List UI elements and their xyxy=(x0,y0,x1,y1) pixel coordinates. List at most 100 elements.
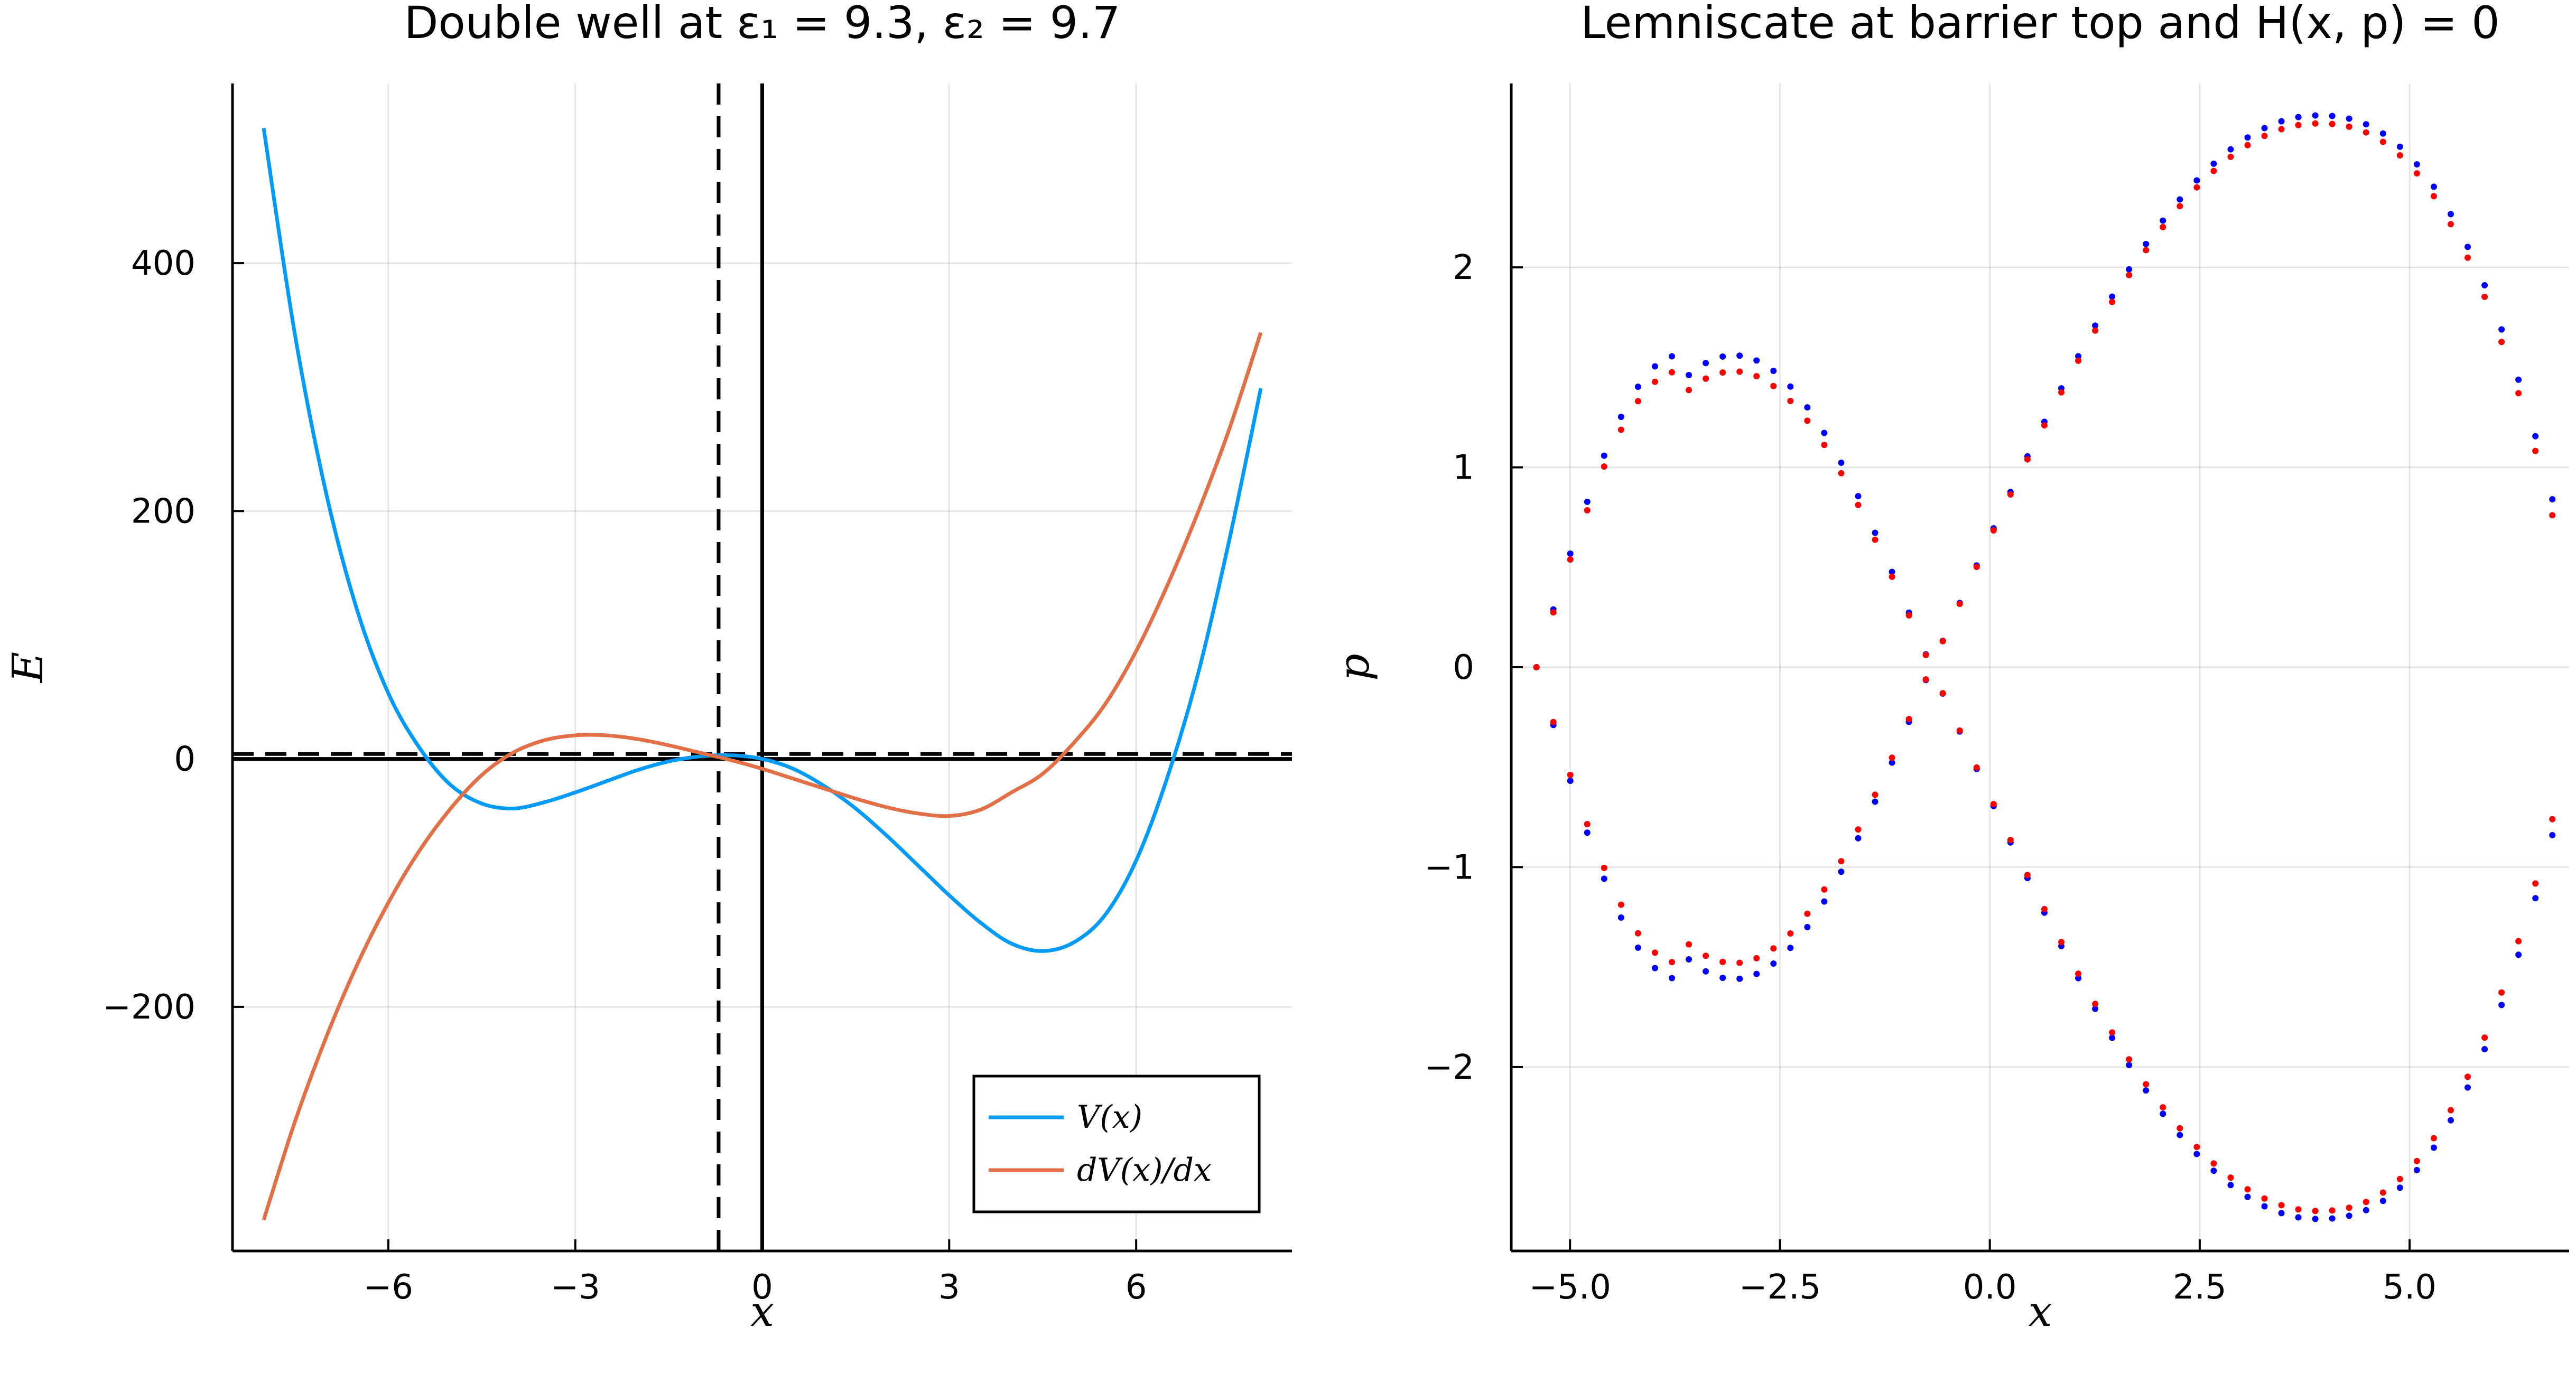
scatter-point-red xyxy=(2024,872,2031,879)
scatter-point-blue xyxy=(1651,965,1658,972)
y-axis-label: p xyxy=(1329,653,1379,680)
scatter-point-red xyxy=(2041,905,2048,912)
scatter-point-red xyxy=(1905,612,1912,619)
scatter-point-red xyxy=(1770,382,1777,389)
scatter-point-red xyxy=(1973,564,1980,571)
scatter-point-blue xyxy=(1634,944,1641,951)
y-tick-label: 400 xyxy=(131,244,196,283)
scatter-point-blue xyxy=(2210,160,2217,167)
scatter-point-blue xyxy=(2109,1034,2116,1041)
scatter-point-red xyxy=(1736,368,1743,375)
scatter-point-red xyxy=(2363,1199,2369,1206)
scatter-point-red xyxy=(2007,491,2014,498)
scatter-point-blue xyxy=(2396,143,2403,150)
scatter-point-red xyxy=(1872,536,1878,543)
scatter-point-red xyxy=(1669,369,1676,376)
scatter-point-blue xyxy=(2092,1005,2099,1012)
scatter-point-blue xyxy=(2363,121,2369,128)
scatter-point-red xyxy=(1651,949,1658,956)
scatter-point-red xyxy=(2515,938,2522,945)
scatter-point-red xyxy=(1838,858,1845,865)
scatter-point-red xyxy=(2498,339,2505,345)
scatter-point-red xyxy=(1550,718,1557,725)
scatter-point-blue xyxy=(1736,975,1743,982)
scatter-point-red xyxy=(2092,327,2099,334)
scatter-point-red xyxy=(1804,417,1811,424)
scatter-point-blue xyxy=(2126,1062,2133,1069)
scatter-point-blue xyxy=(1838,868,1845,875)
scatter-point-red xyxy=(1617,901,1624,908)
scatter-point-red xyxy=(1821,442,1828,449)
scatter-point-red xyxy=(1889,754,1895,761)
scatter-point-blue xyxy=(1889,759,1895,766)
scatter-point-red xyxy=(2058,939,2064,946)
x-tick-label: −5.0 xyxy=(1529,1268,1611,1307)
scatter-point-blue xyxy=(1821,429,1828,436)
scatter-point-blue xyxy=(2549,832,2556,838)
scatter-point-blue xyxy=(2109,293,2116,300)
scatter-point-blue xyxy=(1584,498,1591,505)
y-tick-label: 200 xyxy=(131,492,196,531)
scatter-point-blue xyxy=(1787,945,1794,951)
scatter-point-red xyxy=(2126,1056,2133,1063)
scatter-point-blue xyxy=(1838,459,1845,466)
scatter-point-blue xyxy=(1770,960,1777,967)
scatter-point-blue xyxy=(2092,322,2099,329)
scatter-point-red xyxy=(1634,930,1641,937)
scatter-point-red xyxy=(1584,821,1591,828)
scatter-point-red xyxy=(2278,126,2285,133)
scatter-point-red xyxy=(1838,470,1845,477)
scatter-point-red xyxy=(2261,1195,2268,1202)
x-tick-label: 3 xyxy=(938,1268,960,1307)
scatter-point-red xyxy=(2109,298,2116,305)
scatter-point-red xyxy=(2210,1160,2217,1167)
scatter-point-blue xyxy=(2278,118,2285,125)
scatter-point-red xyxy=(1634,398,1641,405)
scatter-point-blue xyxy=(2160,1110,2166,1117)
y-tick-label: 0 xyxy=(1453,648,1474,687)
legend-entry: V(x) xyxy=(1077,1099,1142,1136)
scatter-point-blue xyxy=(1601,452,1607,459)
x-tick-label: −2.5 xyxy=(1739,1268,1821,1307)
scatter-point-blue xyxy=(1686,372,1692,379)
scatter-point-blue xyxy=(2413,1166,2420,1173)
y-axis-label: E xyxy=(3,652,52,684)
scatter-point-red xyxy=(2413,1157,2420,1164)
scatter-point-red xyxy=(2312,1208,2319,1215)
scatter-point-red xyxy=(2465,254,2471,261)
x-tick-label: 0 xyxy=(751,1268,773,1307)
x-tick-label: −6 xyxy=(364,1268,413,1307)
scatter-point-blue xyxy=(2447,1117,2454,1124)
scatter-point-red xyxy=(2379,138,2386,145)
scatter-point-red xyxy=(1956,601,1963,608)
scatter-point-red xyxy=(1686,387,1692,394)
scatter-point-blue xyxy=(1651,363,1658,370)
scatter-point-red xyxy=(2447,221,2454,228)
scatter-point-blue xyxy=(2498,1002,2505,1008)
scatter-point-red xyxy=(2549,512,2556,519)
scatter-point-blue xyxy=(2143,240,2150,247)
series-line-dVdx xyxy=(262,332,1263,1221)
scatter-point-blue xyxy=(2160,217,2166,224)
scatter-point-red xyxy=(2007,836,2014,843)
scatter-point-red xyxy=(2160,223,2166,230)
scatter-point-blue xyxy=(2532,433,2539,440)
scatter-point-blue xyxy=(2346,1212,2352,1219)
scatter-point-red xyxy=(2413,170,2420,177)
scatter-point-blue xyxy=(1753,970,1760,977)
scatter-point-red xyxy=(2075,357,2082,364)
scatter-point-red xyxy=(1703,375,1709,382)
x-tick-label: 6 xyxy=(1126,1268,1147,1307)
scatter-point-red xyxy=(1736,959,1743,966)
scatter-point-blue xyxy=(2312,112,2319,119)
scatter-point-blue xyxy=(1703,360,1709,367)
scatter-point-red xyxy=(2244,1186,2251,1193)
scatter-point-red xyxy=(1804,910,1811,917)
scatter-point-blue xyxy=(1872,798,1878,805)
scatter-point-blue xyxy=(2261,125,2268,132)
scatter-point-red xyxy=(2498,989,2505,996)
x-axis-label: x xyxy=(750,1287,774,1336)
scatter-point-blue xyxy=(2447,211,2454,218)
scatter-point-red xyxy=(2295,1206,2302,1213)
scatter-point-red xyxy=(2481,293,2488,300)
